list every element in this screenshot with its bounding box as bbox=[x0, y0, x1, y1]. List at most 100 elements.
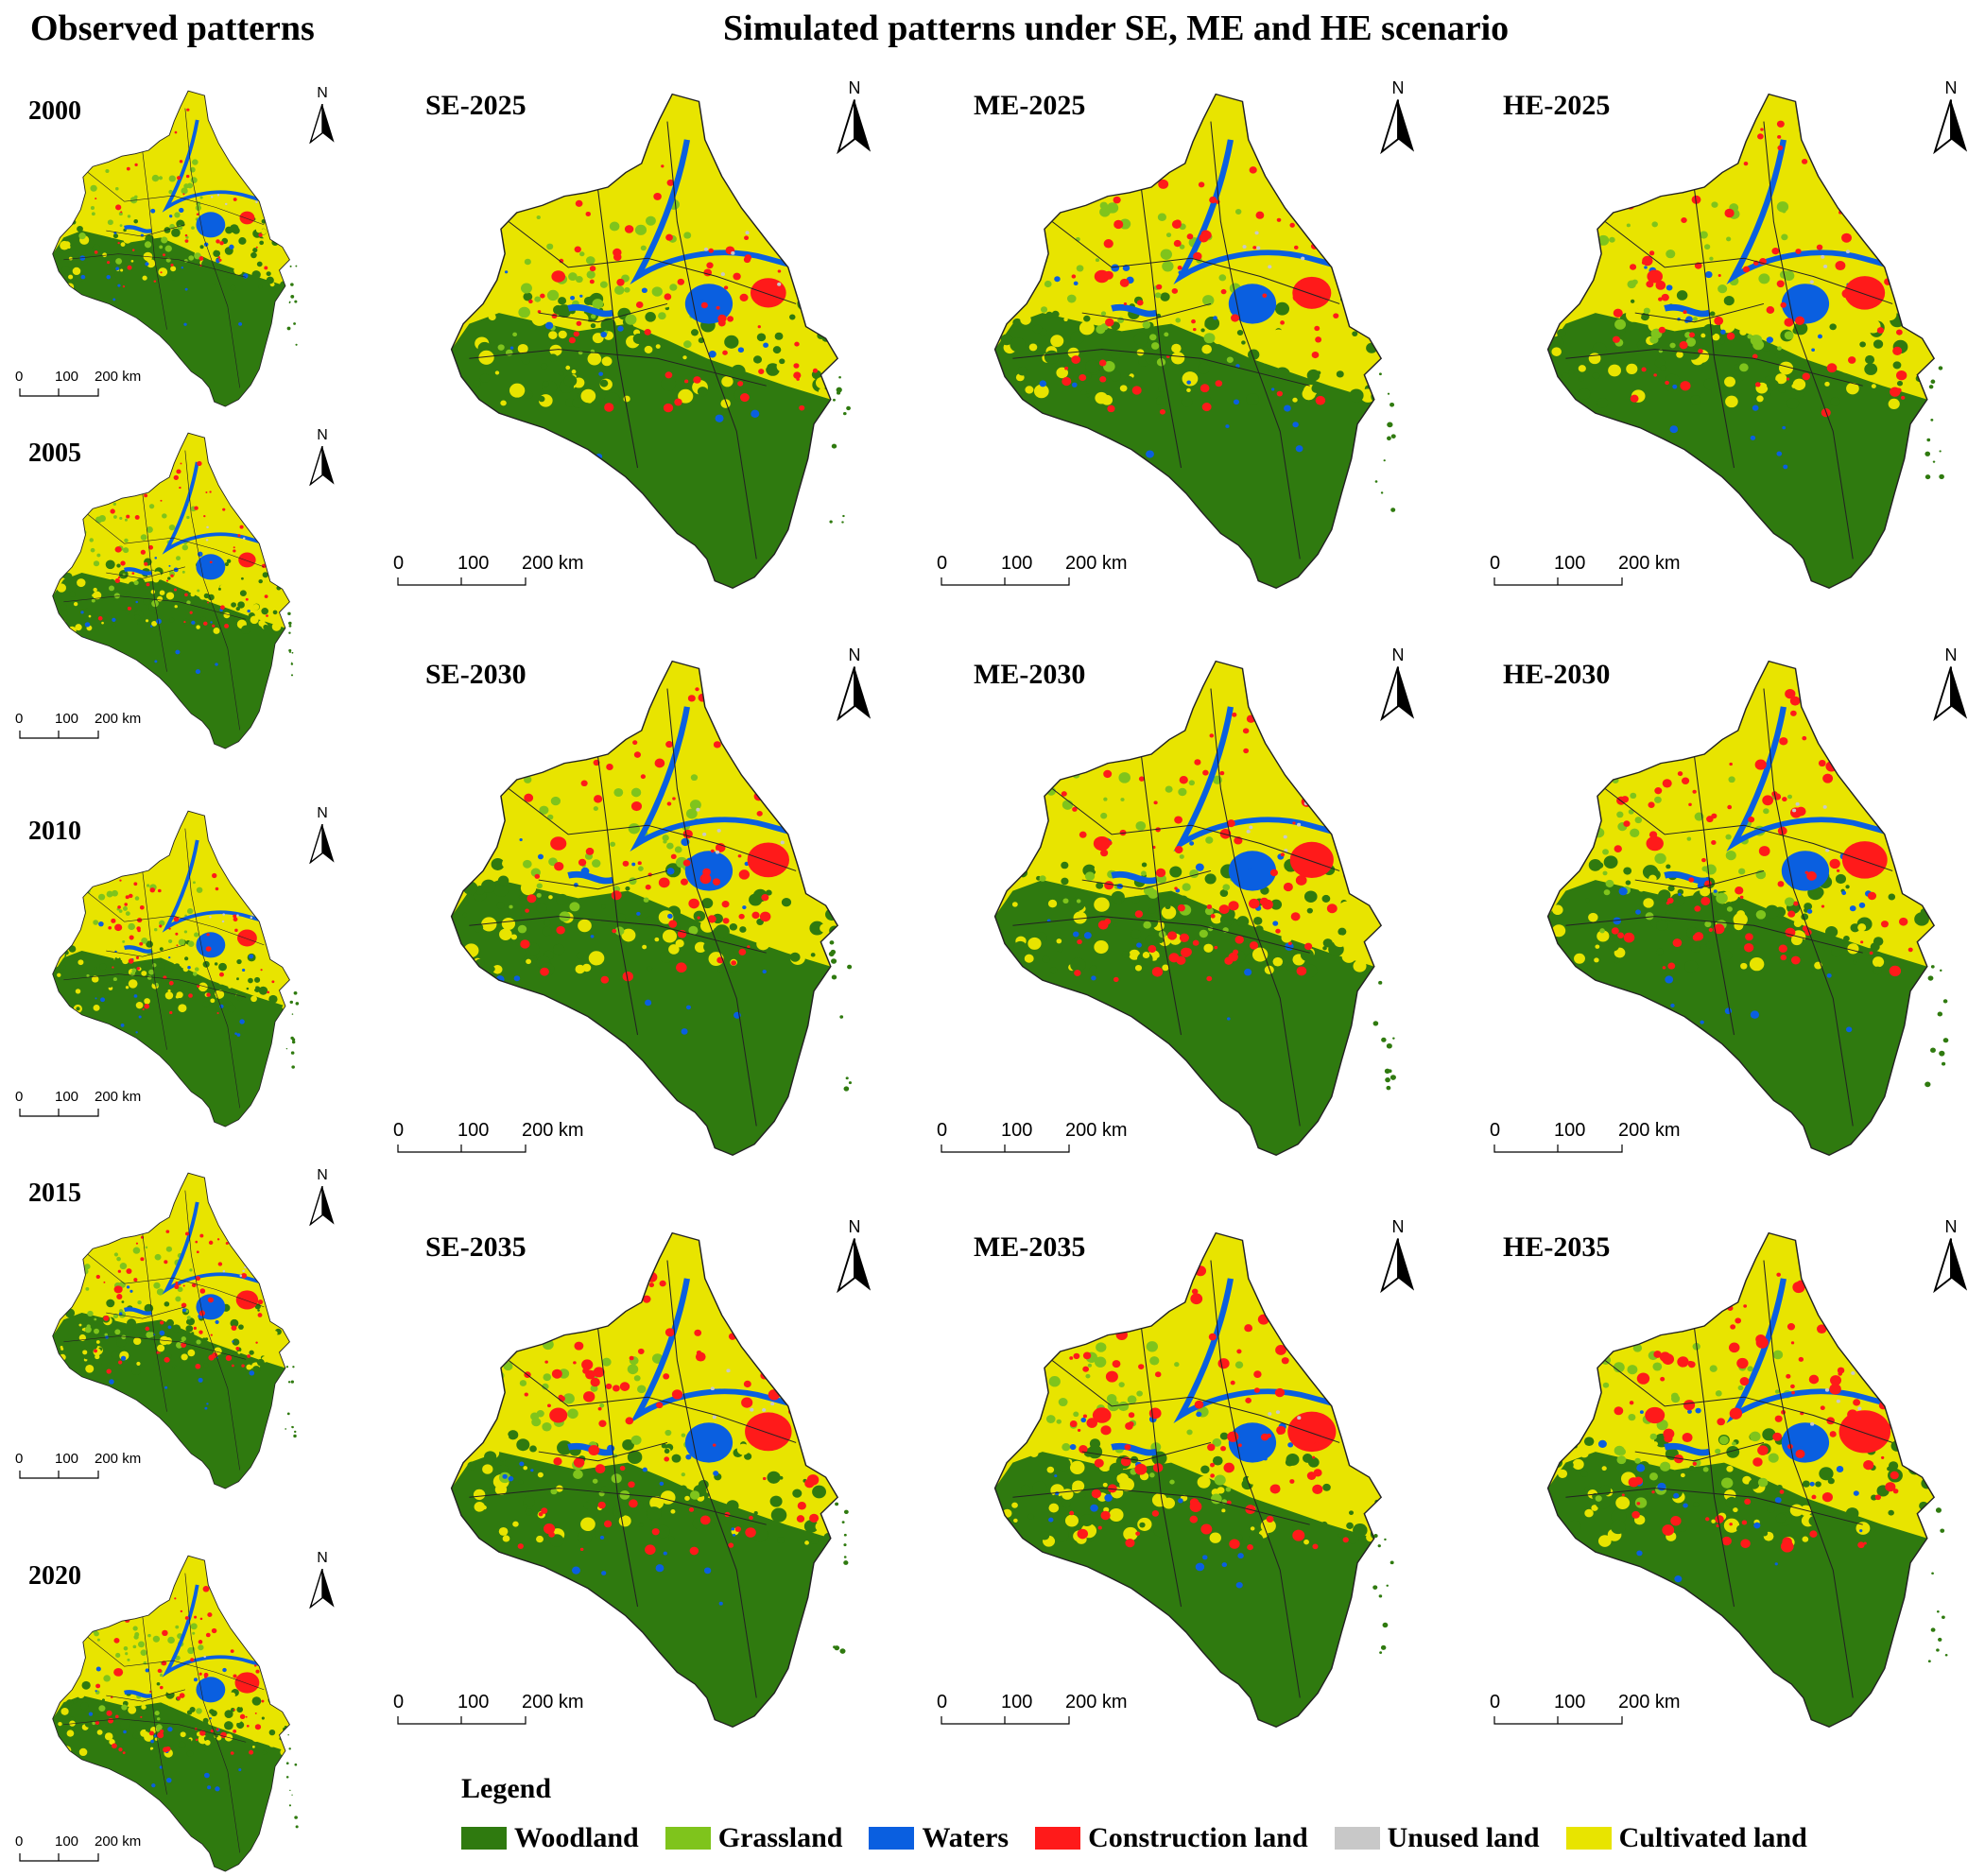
construction-patch bbox=[580, 780, 588, 787]
land-cover-patch bbox=[1847, 943, 1859, 955]
land-cover-patch bbox=[1888, 1509, 1894, 1516]
water-patch bbox=[599, 1535, 605, 1540]
unused-land-patch bbox=[731, 250, 735, 255]
grassland-patch bbox=[1117, 317, 1125, 323]
water-patch bbox=[150, 208, 156, 214]
land-cover-patch bbox=[95, 226, 102, 232]
land-cover-patch bbox=[1061, 877, 1069, 886]
land-cover-patch bbox=[1113, 922, 1118, 927]
land-cover-patch bbox=[186, 220, 195, 229]
land-cover-patch bbox=[1320, 1521, 1328, 1528]
land-cover-patch bbox=[588, 951, 605, 966]
construction-patch bbox=[1331, 1293, 1338, 1299]
land-cover-patch bbox=[259, 240, 265, 246]
construction-patch bbox=[590, 1377, 600, 1387]
land-cover-patch bbox=[1655, 948, 1664, 955]
construction-patch bbox=[142, 1007, 145, 1011]
grassland-patch bbox=[145, 1246, 148, 1249]
land-cover-patch bbox=[1667, 885, 1675, 892]
construction-patch bbox=[727, 316, 734, 322]
water-patch bbox=[1233, 399, 1240, 405]
unused-land-patch bbox=[249, 527, 252, 530]
construction-patch bbox=[1614, 845, 1622, 852]
grassland-patch bbox=[192, 972, 198, 976]
land-cover-patch bbox=[164, 227, 171, 233]
scale-tick-label: 0 bbox=[15, 1833, 24, 1850]
grassland-patch bbox=[181, 570, 185, 574]
water-patch bbox=[1287, 1442, 1294, 1448]
land-cover-patch bbox=[1843, 935, 1850, 942]
construction-patch bbox=[1743, 162, 1749, 166]
construction-patch bbox=[134, 515, 140, 520]
grassland-patch bbox=[192, 881, 196, 885]
land-cover-patch bbox=[1840, 1457, 1851, 1468]
grassland-patch bbox=[1602, 1382, 1610, 1388]
island bbox=[1925, 1081, 1931, 1088]
grassland-patch bbox=[1100, 311, 1107, 317]
grassland-patch bbox=[124, 538, 129, 543]
construction-patch bbox=[1154, 692, 1164, 700]
land-cover-patch bbox=[516, 1438, 530, 1452]
water-patch bbox=[1081, 460, 1088, 466]
construction-patch bbox=[1298, 765, 1304, 771]
water-patch bbox=[718, 1601, 723, 1606]
land-cover-patch bbox=[100, 1719, 109, 1728]
land-cover-patch bbox=[1056, 367, 1068, 379]
grassland-patch bbox=[97, 893, 106, 901]
construction-patch bbox=[682, 859, 691, 867]
land-cover-patch bbox=[518, 1479, 524, 1485]
construction-patch bbox=[1237, 1443, 1242, 1448]
construction-patch bbox=[1638, 1324, 1652, 1336]
construction-patch bbox=[1219, 828, 1232, 839]
water-patch bbox=[238, 321, 243, 326]
construction-patch bbox=[595, 692, 601, 698]
construction-patch bbox=[609, 727, 615, 733]
land-cover-patch bbox=[1597, 397, 1609, 408]
construction-patch bbox=[574, 1341, 584, 1351]
land-cover-patch bbox=[804, 1540, 809, 1545]
land-cover-patch bbox=[1865, 318, 1881, 334]
construction-patch bbox=[1648, 250, 1655, 256]
land-cover-patch bbox=[185, 1325, 194, 1333]
construction-patch bbox=[217, 1262, 223, 1266]
land-cover-patch bbox=[461, 900, 469, 907]
land-cover-patch bbox=[57, 972, 61, 977]
island bbox=[1381, 1037, 1387, 1042]
construction-patch bbox=[186, 108, 190, 112]
construction-patch bbox=[1179, 776, 1188, 784]
land-cover-patch bbox=[202, 1337, 206, 1341]
construction-patch bbox=[1701, 857, 1706, 863]
unused-land-patch bbox=[715, 850, 720, 854]
water-patch bbox=[1776, 451, 1783, 456]
land-cover-patch bbox=[219, 584, 227, 592]
grassland-patch bbox=[665, 1429, 672, 1437]
land-cover-patch bbox=[473, 380, 481, 388]
construction-patch bbox=[600, 1290, 606, 1296]
unused-land-patch bbox=[1297, 1416, 1302, 1420]
unused-land-patch bbox=[242, 537, 246, 541]
island bbox=[1380, 491, 1384, 494]
grassland-patch bbox=[546, 289, 560, 301]
grassland-patch bbox=[93, 560, 100, 567]
construction-patch bbox=[97, 464, 103, 470]
land-cover-patch bbox=[686, 1500, 692, 1506]
construction-patch bbox=[529, 1282, 537, 1290]
grassland-patch bbox=[1164, 332, 1169, 337]
construction-patch bbox=[180, 462, 182, 465]
legend-label: Grassland bbox=[717, 1822, 843, 1853]
land-cover-patch bbox=[808, 311, 816, 318]
admin-boundary bbox=[106, 1689, 185, 1702]
construction-patch bbox=[195, 1276, 200, 1282]
construction-patch bbox=[1283, 882, 1293, 892]
construction-patch bbox=[1319, 151, 1326, 159]
land-cover-patch bbox=[820, 923, 830, 933]
scale-tick-label: 200 km bbox=[1618, 1120, 1681, 1141]
water-patch bbox=[666, 868, 675, 875]
construction-patch bbox=[778, 1340, 790, 1351]
water-patch bbox=[109, 1379, 114, 1385]
land-cover-patch bbox=[209, 968, 214, 972]
construction-patch bbox=[250, 167, 256, 172]
land-cover-patch bbox=[1033, 384, 1049, 399]
region-outline bbox=[450, 1231, 839, 1729]
construction-patch bbox=[131, 249, 135, 251]
